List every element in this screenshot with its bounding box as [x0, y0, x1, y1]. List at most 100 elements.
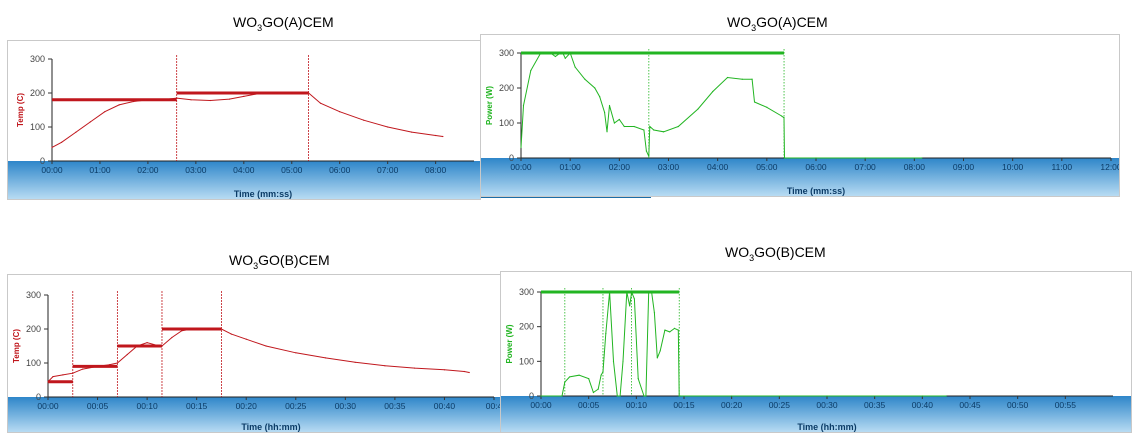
x-tick-label: 05:00 [756, 162, 778, 172]
y-tick-label: 200 [519, 322, 534, 332]
data-point [623, 125, 625, 128]
x-axis-band [8, 397, 501, 432]
data-point [126, 353, 128, 356]
data-point [766, 106, 768, 108]
x-tick-label: 04:00 [707, 162, 729, 172]
data-point [354, 361, 356, 363]
x-tick-label: 00:4 [486, 401, 502, 411]
data-point [669, 331, 671, 333]
data-point [603, 111, 606, 114]
data-point [52, 376, 54, 378]
x-tick-label: 00:15 [186, 401, 208, 411]
data-point [626, 291, 628, 293]
data-point [414, 367, 416, 369]
data-point [612, 360, 615, 362]
data-point [96, 365, 99, 367]
data-point [741, 78, 743, 80]
data-point [629, 305, 631, 307]
x-tick-label: 12:00 [1100, 162, 1120, 172]
data-point [609, 291, 611, 293]
data-point [411, 131, 413, 133]
data-point [530, 69, 532, 72]
data-point [622, 360, 624, 362]
data-point [468, 371, 470, 374]
data-point [75, 131, 77, 133]
data-point [522, 104, 525, 107]
y-axis-label: Temp (C) [16, 93, 25, 127]
y-axis-label: Temp (C) [12, 329, 21, 363]
data-point [599, 96, 601, 98]
data-point [645, 395, 647, 397]
series-line-a_power [520, 52, 922, 159]
data-point [780, 115, 783, 117]
chart-svg: 0 100 200 300 Power (W) 00:00 01:00 02:00 03:00 0… [481, 48, 1120, 196]
x-tick-label: 00:15 [673, 400, 695, 410]
x-tick-label: 05:00 [281, 165, 303, 175]
data-point [363, 119, 365, 121]
data-point [245, 338, 247, 340]
y-tick-label: 300 [26, 290, 41, 300]
x-tick-label: 08:00 [904, 162, 926, 172]
data-point [637, 378, 639, 380]
x-tick-label: 08:00 [425, 165, 447, 175]
y-tick-label: 100 [519, 356, 534, 366]
x-tick-label: 00:55 [1055, 400, 1077, 410]
data-point [549, 52, 552, 54]
data-point [82, 368, 84, 370]
data-point [648, 155, 650, 157]
y-tick-label: 100 [30, 122, 45, 132]
data-point [751, 78, 753, 80]
data-point [520, 146, 522, 149]
data-point [442, 135, 444, 138]
data-point [319, 102, 322, 104]
data-point [613, 122, 616, 124]
chart-svg: 0 100 200 300 Temp (C) 00:00 00:05 00:10 00:15 00… [8, 290, 502, 432]
data-point [228, 98, 231, 100]
data-point [196, 327, 198, 329]
data-point [648, 291, 650, 293]
data-point [643, 129, 645, 131]
x-axis-band [8, 161, 480, 199]
data-point [136, 345, 138, 347]
y-tick-label: 100 [499, 118, 514, 128]
data-point [324, 357, 327, 359]
data-point [605, 333, 607, 335]
data-point [562, 52, 564, 54]
data-point [783, 157, 786, 159]
data-point [554, 55, 557, 58]
data-point [176, 97, 178, 99]
data-point [559, 52, 561, 54]
x-tick-label: 11:00 [1052, 162, 1073, 172]
x-tick-label: 09:00 [953, 162, 975, 172]
data-point [146, 342, 148, 344]
data-point [220, 328, 223, 330]
y-tick-label: 300 [519, 287, 534, 297]
data-point [606, 131, 608, 133]
data-point [181, 330, 183, 332]
data-point [592, 391, 595, 394]
x-axis-label: Time (mm:ss) [234, 189, 292, 199]
y-tick-label: 0 [529, 391, 534, 401]
x-tick-label: 00:45 [959, 400, 981, 410]
data-point [104, 111, 106, 113]
data-point [62, 374, 64, 376]
data-point [574, 66, 576, 68]
data-point [276, 92, 278, 94]
data-point [679, 395, 681, 397]
data-point [815, 157, 817, 159]
data-point [619, 395, 621, 397]
x-tick-label: 07:00 [377, 165, 399, 175]
data-point [295, 352, 297, 354]
x-tick-label: 06:00 [805, 162, 827, 172]
data-point [726, 76, 729, 79]
series-line-b_power [541, 290, 947, 397]
x-tick-label: 00:10 [136, 401, 158, 411]
data-point [307, 92, 310, 94]
chart-svg: 0 100 200 300 Power (W) 00:00 00:05 00:10 00:15 0… [501, 287, 1131, 432]
data-point [387, 126, 389, 128]
data-point [463, 370, 465, 373]
x-axis-label: Time (mm:ss) [787, 186, 845, 196]
y-tick-label: 300 [30, 54, 45, 64]
x-tick-label: 00:00 [37, 401, 59, 411]
x-tick-label: 00:35 [384, 401, 406, 411]
